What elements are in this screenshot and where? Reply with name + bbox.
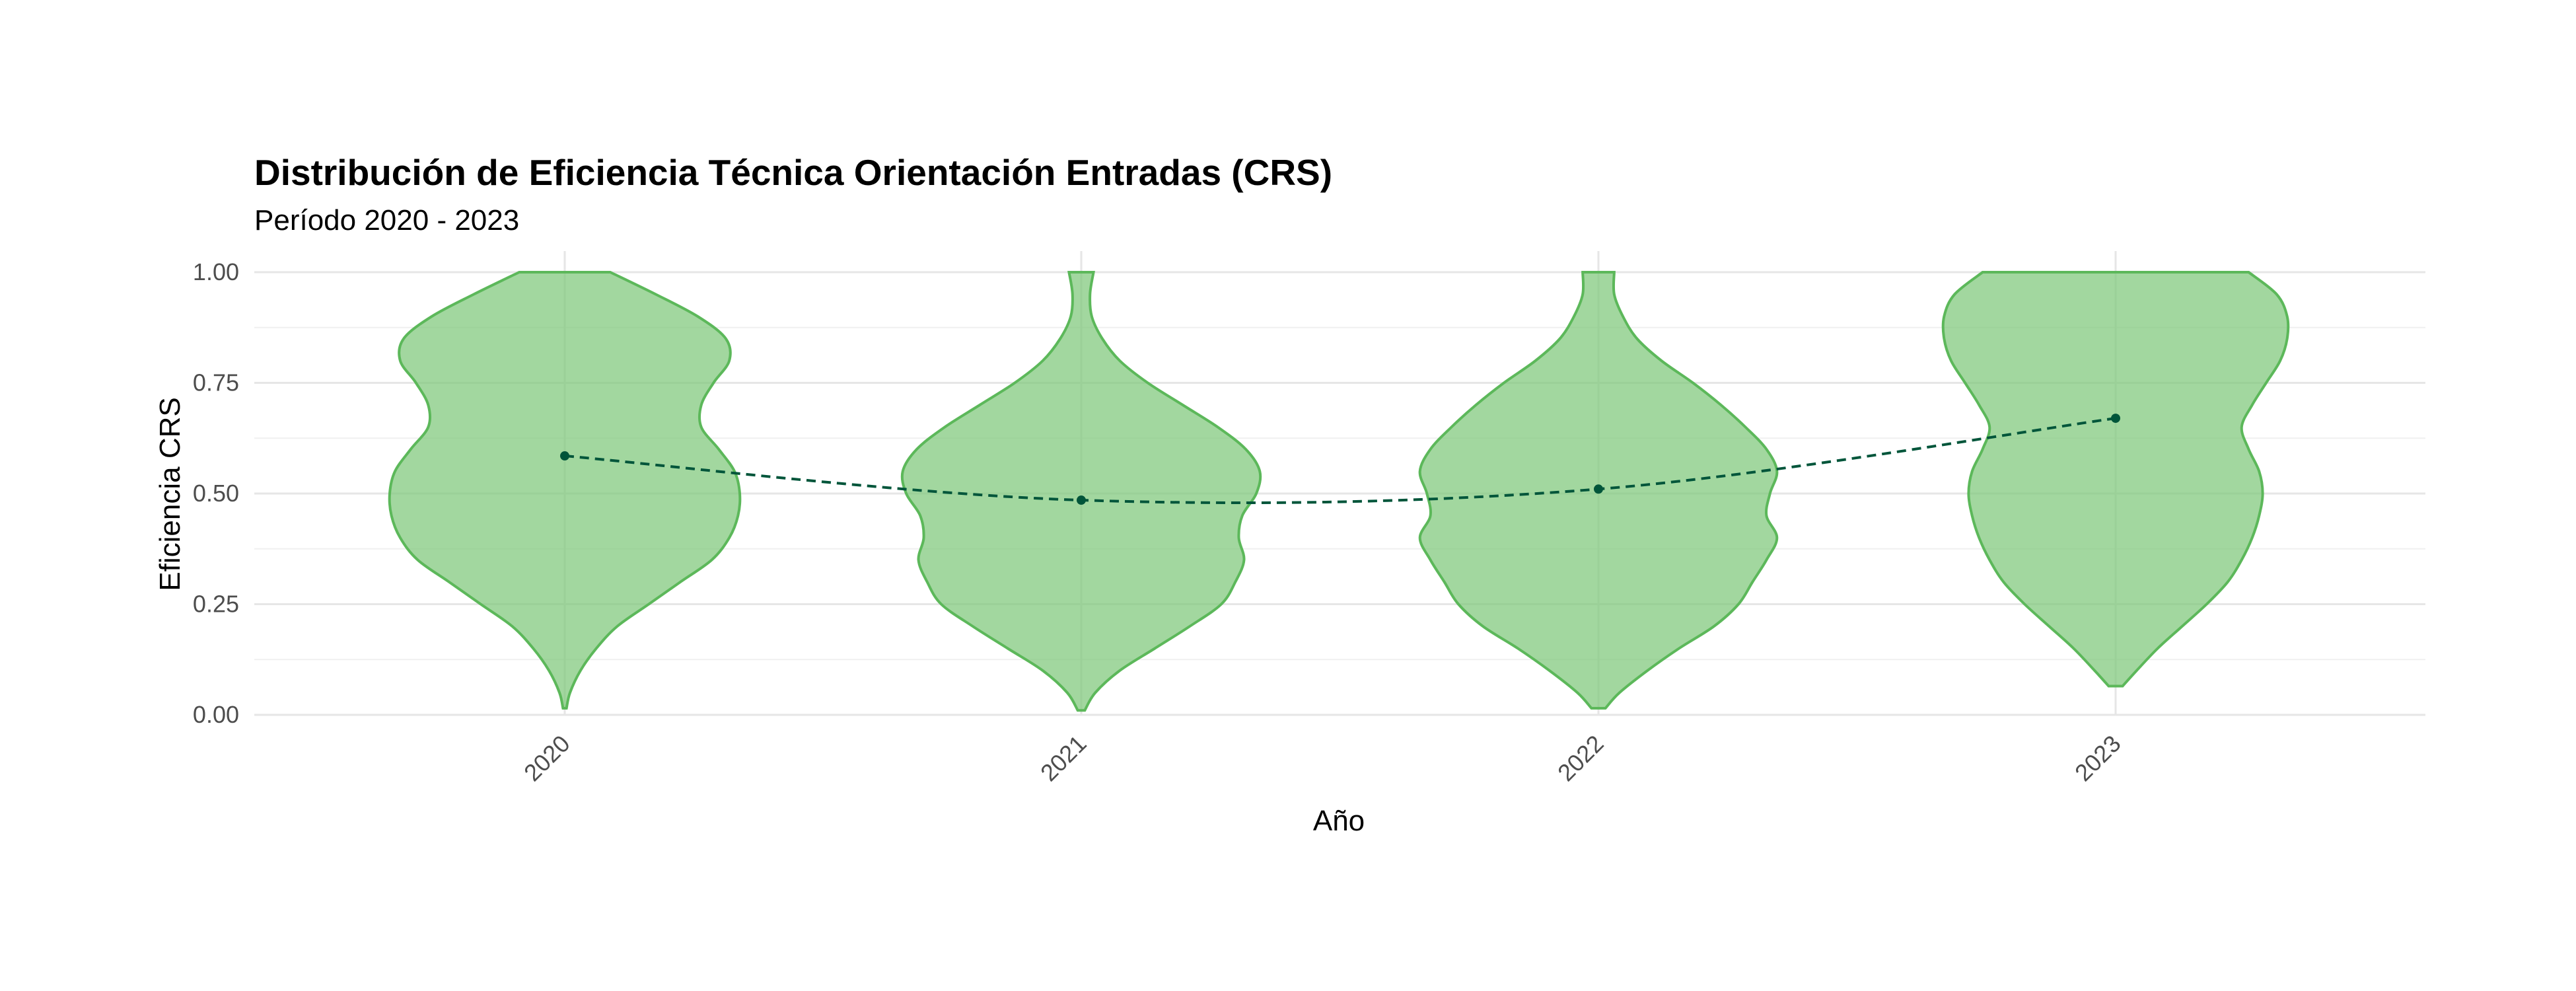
violins — [388, 271, 2290, 712]
x-tick-label: 2022 — [1552, 730, 1609, 787]
x-tick-label: 2020 — [519, 730, 575, 787]
y-tick-label: 0.75 — [193, 369, 239, 396]
mean-point-2021 — [1077, 495, 1086, 505]
x-axis-ticks: 2020 2021 2022 2023 — [519, 730, 2126, 787]
mean-trend — [560, 414, 2120, 505]
y-axis-title: Eficiencia CRS — [154, 397, 186, 591]
mean-trend-line — [564, 417, 2116, 505]
chart-title: Distribución de Eficiencia Técnica Orien… — [254, 152, 1332, 193]
x-tick-label: 2023 — [2069, 730, 2126, 787]
violin-2021 — [900, 271, 1262, 712]
y-tick-label: 0.00 — [193, 701, 239, 728]
x-axis-title: Año — [1313, 805, 1365, 837]
mean-point-2023 — [2111, 414, 2120, 423]
violin-2023 — [1941, 271, 2290, 688]
violin-2020 — [388, 271, 742, 710]
y-tick-label: 0.50 — [193, 480, 239, 507]
y-tick-label: 0.25 — [193, 591, 239, 618]
chart-subtitle: Período 2020 - 2023 — [254, 204, 519, 237]
mean-point-2020 — [560, 451, 569, 461]
mean-point-2022 — [1594, 484, 1603, 494]
y-tick-label: 1.00 — [193, 258, 239, 285]
x-tick-label: 2021 — [1035, 730, 1092, 787]
y-axis-ticks: 0.00 0.25 0.50 0.75 1.00 — [193, 258, 239, 728]
